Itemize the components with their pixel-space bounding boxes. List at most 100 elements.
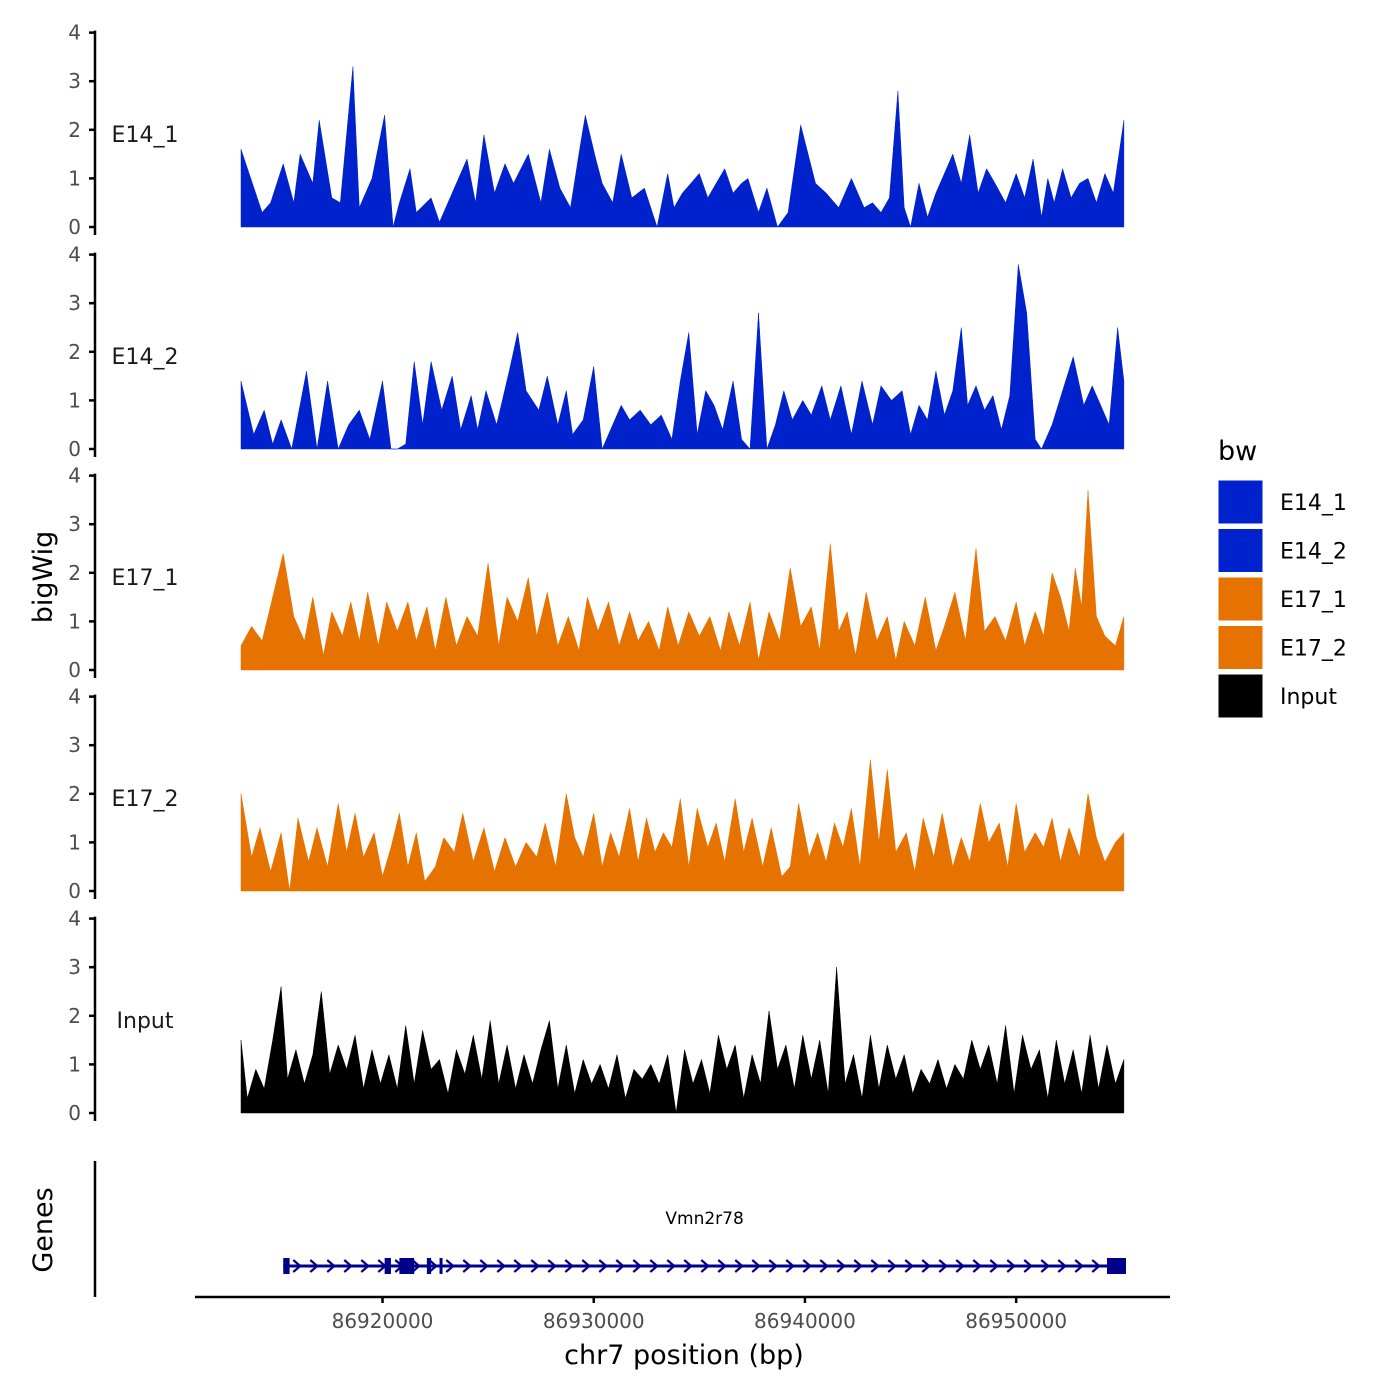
y-tick-label: 2 [68, 782, 81, 806]
strand-arrow [530, 1259, 540, 1273]
track-label: E14_1 [112, 123, 179, 148]
legend-swatch [1217, 673, 1264, 719]
strand-arrow [768, 1259, 778, 1273]
strand-arrow [938, 1259, 948, 1273]
strand-arrow [734, 1259, 744, 1273]
exon [439, 1258, 443, 1274]
strand-arrow [1091, 1259, 1101, 1273]
strand-arrow [632, 1259, 642, 1273]
gene-vmn2r78: Vmn2r78 [283, 1209, 1126, 1274]
strand-arrow [1057, 1259, 1067, 1273]
y-tick-label: 1 [68, 1052, 81, 1076]
y-tick-label: 0 [68, 437, 81, 461]
legend-label: Input [1280, 685, 1337, 710]
y-axis-title: bigWig [28, 531, 59, 624]
strand-arrow [1074, 1259, 1084, 1273]
y-tick-label: 4 [68, 243, 81, 267]
gene-panel: Vmn2r78 [93, 1161, 1126, 1297]
track-label: E17_1 [112, 566, 179, 591]
track-label: E14_2 [112, 345, 179, 370]
track-label: E17_2 [112, 787, 179, 812]
track-e17-1: 0 1 2 3 4 E17_1 [68, 464, 1125, 682]
legend-swatch [1217, 576, 1264, 622]
strand-arrow [445, 1259, 455, 1273]
x-tick-label: 86930000 [543, 1309, 645, 1333]
strand-arrow [921, 1259, 931, 1273]
strand-arrow [836, 1259, 846, 1273]
strand-arrow [292, 1259, 302, 1273]
y-tick-label: 2 [68, 340, 81, 364]
y-tick-label: 2 [68, 561, 81, 585]
legend-label: E14_2 [1280, 540, 1347, 565]
y-tick-label: 3 [68, 733, 81, 757]
track-e17-2: 0 1 2 3 4 E17_2 [68, 685, 1125, 903]
gene-panel-title: Genes [28, 1187, 59, 1272]
y-tick-label: 4 [68, 21, 81, 45]
strand-arrow [479, 1259, 489, 1273]
strand-arrow [751, 1259, 761, 1273]
exon [1106, 1258, 1126, 1274]
strand-arrow [513, 1259, 523, 1273]
y-tick-label: 1 [68, 830, 81, 854]
strand-arrow [1006, 1259, 1016, 1273]
legend-swatch [1217, 479, 1264, 525]
strand-arrow [343, 1259, 353, 1273]
strand-arrow [360, 1259, 370, 1273]
legend-swatch [1217, 625, 1264, 670]
legend-title: bw [1218, 436, 1257, 467]
y-tick-label: 0 [68, 658, 81, 682]
y-tick-label: 4 [68, 907, 81, 931]
y-tick-label: 4 [68, 685, 81, 709]
strand-arrow [1040, 1259, 1050, 1273]
exon [384, 1258, 391, 1274]
strand-arrow [462, 1259, 472, 1273]
legend: bw E14_1 E14_2 E17_1 E17_2 Input [1217, 436, 1347, 719]
strand-arrow [411, 1259, 421, 1273]
y-tick-label: 0 [68, 1101, 81, 1125]
coverage-area [240, 264, 1125, 450]
y-tick-label: 3 [68, 69, 81, 93]
x-tick-label: 86920000 [332, 1309, 434, 1333]
y-tick-label: 1 [68, 388, 81, 412]
coverage-area [240, 966, 1125, 1114]
strand-arrow [564, 1259, 574, 1273]
x-tick-label: 86950000 [965, 1309, 1067, 1333]
strand-arrow [428, 1259, 438, 1273]
y-tick-label: 4 [68, 464, 81, 488]
y-tick-label: 2 [68, 118, 81, 142]
y-tick-label: 3 [68, 512, 81, 536]
strand-arrow [887, 1259, 897, 1273]
y-tick-label: 2 [68, 1004, 81, 1028]
strand-arrow [666, 1259, 676, 1273]
strand-arrow [649, 1259, 659, 1273]
legend-label: E17_1 [1280, 588, 1347, 613]
strand-arrow [819, 1259, 829, 1273]
strand-arrow [326, 1259, 336, 1273]
strand-arrow [309, 1259, 319, 1273]
strand-arrow [683, 1259, 693, 1273]
strand-arrow [615, 1259, 625, 1273]
y-tick-label: 1 [68, 609, 81, 633]
x-axis-title: chr7 position (bp) [564, 1340, 804, 1371]
strand-arrow [955, 1259, 965, 1273]
y-tick-label: 3 [68, 955, 81, 979]
coverage-area [240, 66, 1125, 228]
exon [283, 1258, 290, 1274]
coverage-area [240, 489, 1125, 671]
track-e14-2: 0 1 2 3 4 E14_2 [68, 243, 1125, 461]
strand-arrow [496, 1259, 506, 1273]
y-tick-label: 0 [68, 215, 81, 239]
track-label: Input [117, 1009, 174, 1034]
strand-arrow [598, 1259, 608, 1273]
coverage-area [240, 759, 1125, 892]
strand-arrow [1023, 1259, 1033, 1273]
strand-arrow [581, 1259, 591, 1273]
legend-label: E17_2 [1280, 637, 1347, 662]
strand-arrow [700, 1259, 710, 1273]
legend-label: E14_1 [1280, 491, 1347, 516]
x-tick-label: 86940000 [754, 1309, 856, 1333]
track-input: 0 1 2 3 4 Input [68, 907, 1125, 1125]
y-tick-label: 0 [68, 879, 81, 903]
y-tick-label: 1 [68, 166, 81, 190]
